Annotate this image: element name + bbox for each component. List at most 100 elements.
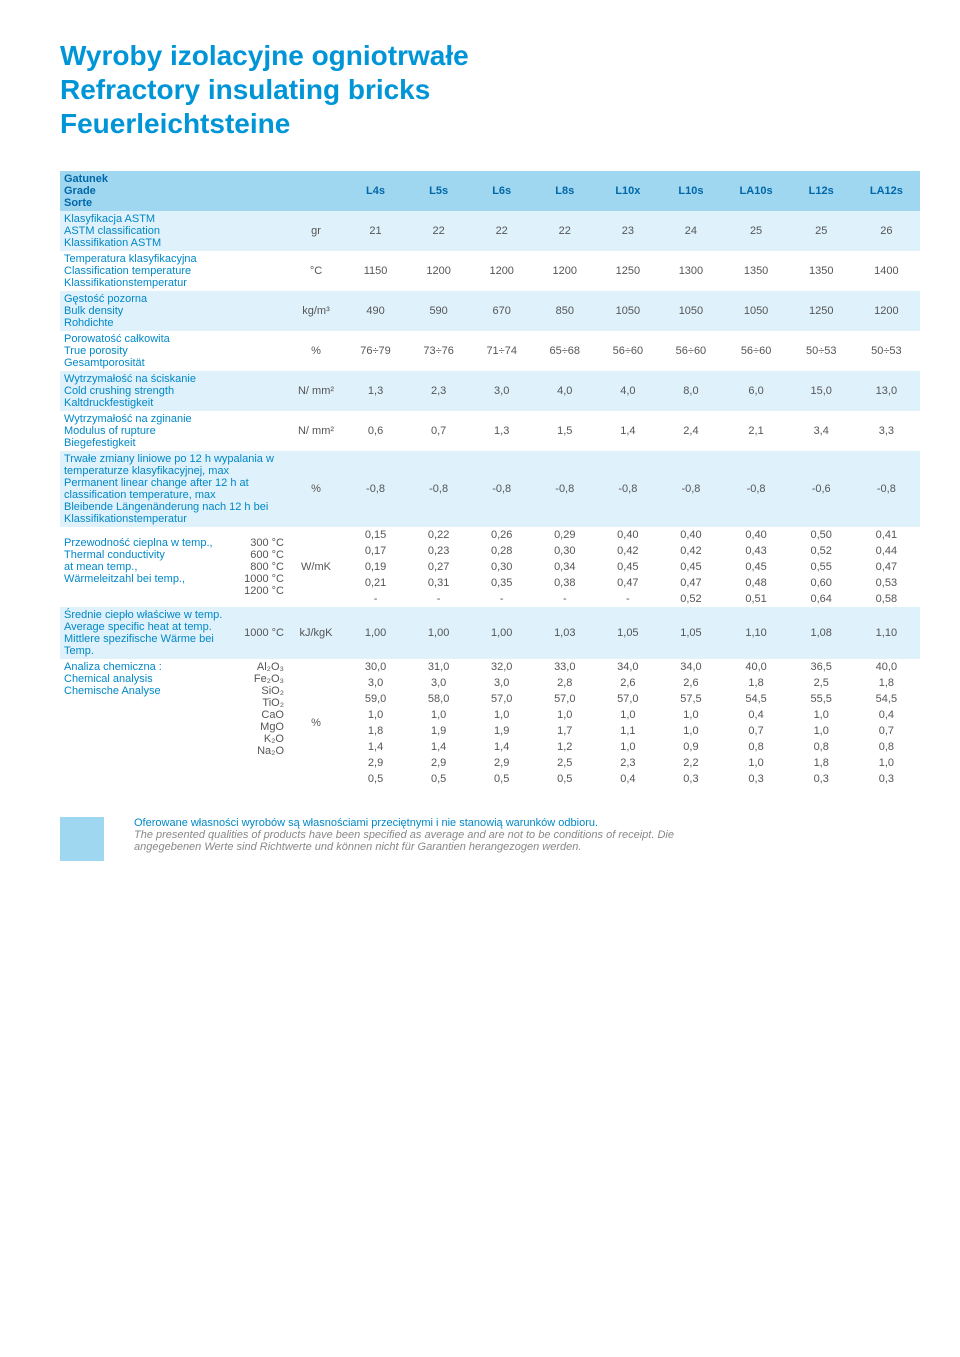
cell-value: 2,9 (344, 755, 407, 771)
row-label: Porowatość całkowitaTrue porosityGesamtp… (60, 331, 288, 371)
cell-value: 2,5 (790, 675, 853, 691)
cell-value: 65÷68 (533, 331, 596, 371)
cell-value: 0,17 (344, 543, 407, 559)
cell-value: 15,0 (790, 371, 853, 411)
cell-value: 0,45 (596, 559, 659, 575)
cell-value: 26 (853, 211, 920, 251)
cell-value: 1,10 (722, 607, 789, 659)
cell-value: 0,3 (659, 771, 722, 787)
row-label: Wytrzymałość na zginanieModulus of ruptu… (60, 411, 288, 451)
cell-value: 36,5 (790, 659, 853, 675)
cell-value: 0,26 (470, 527, 533, 543)
thermal-unit: W/mK (288, 527, 344, 607)
cell-value: 1,0 (722, 755, 789, 771)
cell-value: 1,9 (470, 723, 533, 739)
footer-line-en: The presented qualities of products have… (134, 829, 674, 841)
cell-value: 1200 (470, 251, 533, 291)
cell-value: 0,7 (407, 411, 470, 451)
cell-value: 0,7 (853, 723, 920, 739)
grade-col: L8s (533, 171, 596, 211)
cell-value: 1,3 (344, 371, 407, 411)
cell-value: 0,40 (659, 527, 722, 543)
cell-value: 2,9 (470, 755, 533, 771)
cell-value: 0,7 (722, 723, 789, 739)
cell-value: 0,30 (533, 543, 596, 559)
cell-value: 57,5 (659, 691, 722, 707)
cell-value: 0,9 (659, 739, 722, 755)
cell-value: 3,0 (344, 675, 407, 691)
cell-value: 50÷53 (790, 331, 853, 371)
thermal-label: Przewodność cieplna w temp.,Thermal cond… (60, 527, 288, 607)
cell-value: -0,8 (407, 451, 470, 527)
cell-value: 2,9 (407, 755, 470, 771)
cell-value: 590 (407, 291, 470, 331)
cell-value: 3,0 (470, 675, 533, 691)
cell-value: 1250 (596, 251, 659, 291)
cell-value: - (344, 591, 407, 607)
cell-value: 40,0 (722, 659, 789, 675)
cell-value: 8,0 (659, 371, 722, 411)
cell-value: 57,0 (470, 691, 533, 707)
cell-value: 0,45 (659, 559, 722, 575)
row-unit: % (288, 451, 344, 527)
cell-value: 0,38 (533, 575, 596, 591)
cell-value: 2,3 (596, 755, 659, 771)
cell-value: 1,05 (659, 607, 722, 659)
cell-value: 1,0 (853, 755, 920, 771)
cell-value: 34,0 (596, 659, 659, 675)
cell-value: -0,8 (596, 451, 659, 527)
cell-value: 0,51 (722, 591, 789, 607)
cell-value: 2,3 (407, 371, 470, 411)
cell-value: 0,3 (790, 771, 853, 787)
cell-value: 1050 (659, 291, 722, 331)
cell-value: 4,0 (533, 371, 596, 411)
cell-value: 3,0 (407, 675, 470, 691)
cell-value: 25 (790, 211, 853, 251)
cell-value: 1350 (790, 251, 853, 291)
cell-value: - (407, 591, 470, 607)
specheat-label: Średnie ciepło właściwe w temp.Average s… (60, 607, 288, 659)
cell-value: 0,60 (790, 575, 853, 591)
footer-line-de: angegebenen Werte sind Richtwerte und kö… (134, 841, 674, 853)
cell-value: 57,0 (596, 691, 659, 707)
cell-value: 13,0 (853, 371, 920, 411)
grade-col: L4s (344, 171, 407, 211)
cell-value: 0,41 (853, 527, 920, 543)
row-unit: °C (288, 251, 344, 291)
cell-value: 2,6 (596, 675, 659, 691)
cell-value: 1,00 (407, 607, 470, 659)
cell-value: 1,0 (596, 707, 659, 723)
cell-value: 2,6 (659, 675, 722, 691)
cell-value: 0,3 (853, 771, 920, 787)
cell-value: 0,4 (596, 771, 659, 787)
cell-value: 0,53 (853, 575, 920, 591)
cell-value: 1,4 (344, 739, 407, 755)
cell-value: 1,8 (790, 755, 853, 771)
row-label: Wytrzymałość na ściskanieCold crushing s… (60, 371, 288, 411)
cell-value: - (470, 591, 533, 607)
cell-value: 2,4 (659, 411, 722, 451)
cell-value: 1,0 (790, 707, 853, 723)
cell-value: 0,23 (407, 543, 470, 559)
cell-value: 32,0 (470, 659, 533, 675)
cell-value: 0,22 (407, 527, 470, 543)
cell-value: 1,10 (853, 607, 920, 659)
cell-value: 1050 (596, 291, 659, 331)
row-unit: N/ mm² (288, 371, 344, 411)
cell-value: 0,6 (344, 411, 407, 451)
cell-value: 25 (722, 211, 789, 251)
cell-value: 0,55 (790, 559, 853, 575)
cell-value: 1250 (790, 291, 853, 331)
footer: Oferowane własności wyrobów są własności… (60, 817, 920, 861)
cell-value: 22 (470, 211, 533, 251)
grade-col: L10x (596, 171, 659, 211)
specheat-unit: kJ/kgK (288, 607, 344, 659)
cell-value: 0,30 (470, 559, 533, 575)
row-label: Klasyfikacja ASTMASTM classificationKlas… (60, 211, 288, 251)
cell-value: -0,8 (722, 451, 789, 527)
cell-value: 850 (533, 291, 596, 331)
cell-value: -0,8 (344, 451, 407, 527)
cell-value: 1,8 (722, 675, 789, 691)
cell-value: 0,5 (533, 771, 596, 787)
cell-value: 0,8 (722, 739, 789, 755)
